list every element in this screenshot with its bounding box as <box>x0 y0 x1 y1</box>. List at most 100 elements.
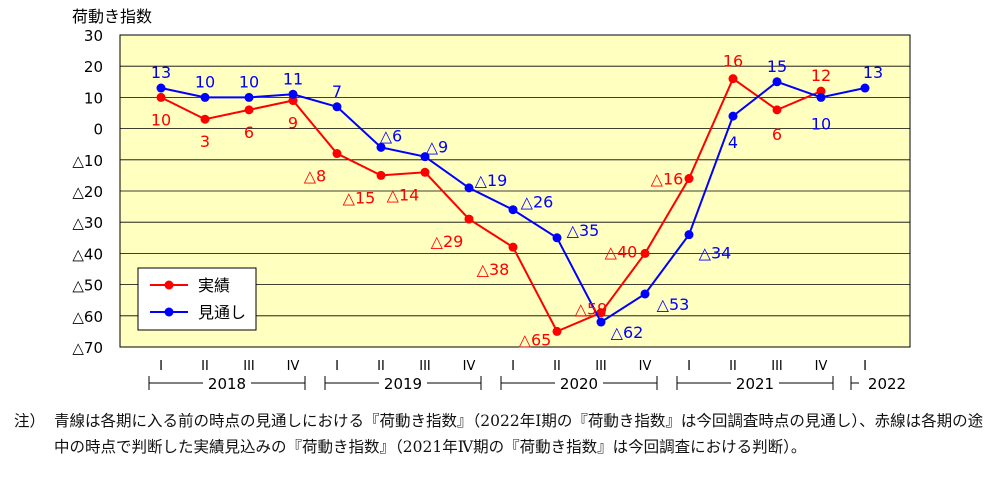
data-point <box>508 242 518 252</box>
y-tick-label: △50 <box>72 277 103 295</box>
data-label: △26 <box>521 193 554 212</box>
x-tick-label: I <box>335 359 339 374</box>
data-point <box>288 89 298 99</box>
x-tick-label: I <box>511 359 515 374</box>
data-label: △65 <box>519 330 552 349</box>
data-label: △40 <box>605 242 638 261</box>
data-point <box>376 142 386 152</box>
data-label: △62 <box>611 323 644 342</box>
data-point <box>728 111 738 121</box>
data-point <box>860 83 870 93</box>
year-label: 2021 <box>736 375 774 393</box>
data-label: △8 <box>304 167 326 186</box>
year-label: 2020 <box>560 375 598 393</box>
data-label: △6 <box>380 126 402 145</box>
data-point <box>244 105 254 115</box>
legend-swatch-marker <box>164 280 174 290</box>
data-point <box>816 86 826 96</box>
data-label: 10 <box>811 114 831 133</box>
data-point <box>816 92 826 102</box>
data-point <box>684 174 694 184</box>
data-point <box>552 326 562 336</box>
year-label-bg <box>379 374 427 392</box>
y-tick-label: 0 <box>93 121 103 139</box>
data-label: 11 <box>283 69 303 88</box>
x-tick-label: IV <box>287 359 300 374</box>
data-point <box>420 167 430 177</box>
data-label: △15 <box>343 188 376 207</box>
data-label: △34 <box>699 244 732 263</box>
x-tick-label: I <box>687 359 691 374</box>
y-tick-label: 10 <box>84 89 103 107</box>
data-label: 4 <box>728 133 738 152</box>
data-label: △35 <box>567 221 600 240</box>
data-label: △14 <box>387 185 420 204</box>
data-label: 13 <box>863 63 883 82</box>
chart-title: 荷動き指数 <box>72 7 152 26</box>
data-label: 10 <box>195 72 215 91</box>
x-tick-label: I <box>863 359 867 374</box>
x-tick-label: IV <box>463 359 476 374</box>
footnote-text: 青線は各期に入る前の時点の見通しにおける『荷動き指数』（2022年Ⅰ期の『荷動き… <box>54 412 984 456</box>
data-point <box>684 230 694 240</box>
data-label: 3 <box>200 132 210 151</box>
data-point <box>552 233 562 243</box>
data-label: 13 <box>151 63 171 82</box>
x-tick-label: II <box>553 359 561 374</box>
x-tick-label: II <box>201 359 209 374</box>
y-tick-label: 30 <box>84 27 103 45</box>
data-label: 12 <box>811 66 831 85</box>
series-line <box>160 77 822 333</box>
data-point <box>420 152 430 162</box>
x-tick-label: II <box>377 359 385 374</box>
data-point <box>156 92 166 102</box>
year-label-bg <box>731 374 779 392</box>
year-label-bg <box>555 374 603 392</box>
data-point <box>640 289 650 299</box>
data-label: △53 <box>657 295 690 314</box>
data-point <box>640 248 650 258</box>
data-label: 10 <box>151 110 171 129</box>
x-tick-label: I <box>159 359 163 374</box>
y-tick-label: 20 <box>84 58 103 76</box>
year-label: 2018 <box>208 375 246 393</box>
data-point <box>596 317 606 327</box>
year-label: 2019 <box>384 375 422 393</box>
x-tick-label: II <box>729 359 737 374</box>
data-label: △19 <box>475 171 508 190</box>
data-label: 16 <box>723 52 743 71</box>
x-tick-label: III <box>771 359 783 374</box>
y-tick-label: △60 <box>72 308 103 326</box>
data-point <box>244 92 254 102</box>
x-tick-label: III <box>243 359 255 374</box>
y-tick-label: △10 <box>72 152 103 170</box>
data-label: △9 <box>426 138 448 157</box>
y-tick-label: △20 <box>72 183 103 201</box>
chart: 30 20 10 0 △10 △20 △30 △40 △50 △60 △70 荷動き指数 I II III I… <box>72 7 911 393</box>
data-point <box>596 308 606 318</box>
footnote: 注） 青線は各期に入る前の時点の見通しにおける『荷動き指数』（2022年Ⅰ期の『… <box>14 408 989 460</box>
data-label: 15 <box>767 57 787 76</box>
legend-label: 見通し <box>198 303 246 322</box>
data-point <box>332 102 342 112</box>
data-point <box>156 83 166 93</box>
data-label: △16 <box>651 170 684 189</box>
year-label: 2022 <box>868 375 906 393</box>
data-point <box>508 205 518 215</box>
data-label: 10 <box>239 72 259 91</box>
data-label: △59 <box>575 300 608 319</box>
data-point <box>772 77 782 87</box>
legend-label: 実績 <box>198 276 230 295</box>
data-point <box>464 183 474 193</box>
data-label: 9 <box>288 114 298 133</box>
data-point <box>288 96 298 106</box>
data-point <box>376 170 386 180</box>
y-tick-label: △40 <box>72 245 103 263</box>
data-point <box>464 214 474 224</box>
data-label: △38 <box>477 260 510 279</box>
x-tick-label: IV <box>639 359 652 374</box>
y-tick-label: △30 <box>72 214 103 232</box>
data-point <box>772 105 782 115</box>
data-label: 7 <box>332 82 342 101</box>
